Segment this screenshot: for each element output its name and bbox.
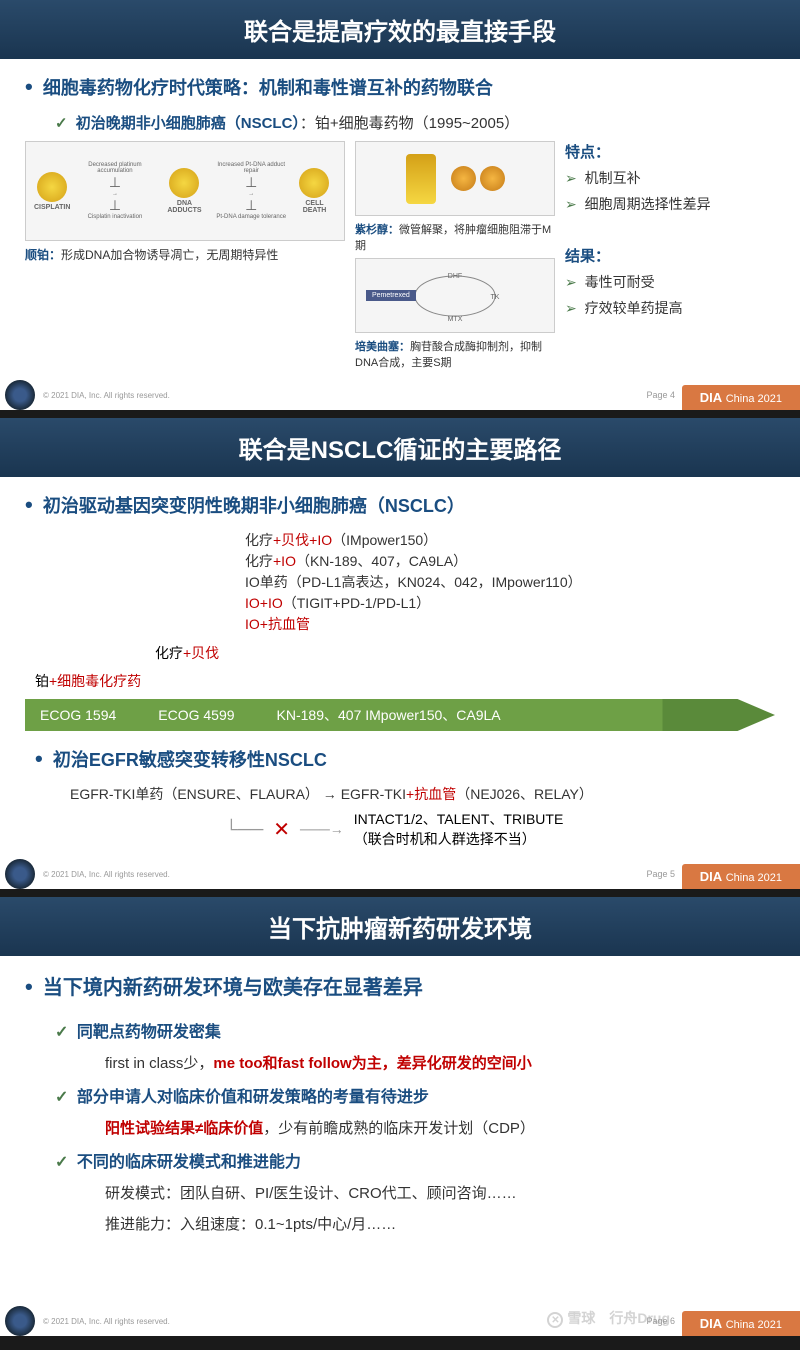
slide-1: 联合是提高疗效的最直接手段 细胞毒药物化疗时代策略：机制和毒性谱互补的药物联合 … [0, 0, 800, 410]
slide-1-content-row: CISPLATIN Decreased platinum accumulatio… [25, 141, 775, 370]
peimei-label: 培美曲塞： [355, 341, 410, 353]
slide-1-right-col: 特点： 机制互补 细胞周期选择性差异 结果： 毒性可耐受 疗效较单药提高 [565, 141, 745, 370]
peimei-line: 培美曲塞：胸苷酸合成酶抑制剂，抑制DNA合成，主要S期 [355, 338, 555, 370]
cross-row: └── ✕ ───→ INTACT1/2、TALENT、TRIBUTE （联合时… [225, 809, 775, 849]
sub-3a: 研发模式：团队自研、PI/医生设计、CRO代工、顾问咨询…… [105, 1182, 775, 1203]
slide-1-mid-col: 紫杉醇：微管解聚，将肿瘤细胞阻滞于M期 Pemetrexed DHF TK MT… [355, 141, 555, 370]
slide-2-lines: 化疗+贝伐+IO（IMpower150） 化疗+IO（KN-189、407，CA… [245, 530, 775, 635]
shunjin-text: 形成DNA加合物诱导凋亡，无周期特异性 [61, 248, 278, 262]
slide-2: 联合是NSCLC循证的主要路径 初治驱动基因突变阴性晚期非小细胞肺癌（NSCLC… [0, 418, 800, 889]
s2-line2: 化疗+IO（KN-189、407，CA9LA） [245, 551, 775, 572]
check-1: 同靶点药物研发密集 [55, 1018, 775, 1042]
pt-line: 铂+细胞毒化疗药 [35, 671, 775, 691]
result-2: 疗效较单药提高 [565, 298, 745, 318]
page-number: Page 6 [646, 1316, 675, 1326]
dia-year: China 2021 [726, 872, 782, 884]
page-number: Page 4 [646, 390, 675, 400]
cisplatin-pathway-diagram: CISPLATIN Decreased platinum accumulatio… [25, 141, 345, 241]
cisplatin-label: CISPLATIN [34, 204, 70, 211]
svg-text:MTX: MTX [448, 316, 463, 323]
sub-3b: 推进能力：入组速度：0.1~1pts/中心/月…… [105, 1213, 775, 1234]
slide-3: 当下抗肿瘤新药研发环境 当下境内新药研发环境与欧美存在显著差异 同靶点药物研发密… [0, 897, 800, 1336]
logo-icon [5, 380, 35, 410]
copyright-text: © 2021 DIA, Inc. All rights reserved. [43, 870, 170, 879]
slide-2-body: 初治驱动基因突变阴性晚期非小细胞肺癌（NSCLC） 化疗+贝伐+IO（IMpow… [0, 477, 800, 889]
slide-1-bullet: 细胞毒药物化疗时代策略：机制和毒性谱互补的药物联合 [25, 74, 775, 100]
s2-line1: 化疗+贝伐+IO（IMpower150） [245, 530, 775, 551]
logo-icon [5, 1306, 35, 1336]
slide-3-body: 当下境内新药研发环境与欧美存在显著差异 同靶点药物研发密集 first in c… [0, 956, 800, 1336]
slide-1-footer: © 2021 DIA, Inc. All rights reserved. Pa… [0, 380, 800, 410]
decreased-label: Decreased platinum accumulation [70, 162, 159, 174]
page-number: Page 5 [646, 869, 675, 879]
sub-2: 阳性试验结果≠临床价值，少有前瞻成熟的临床开发计划（CDP） [105, 1117, 775, 1138]
s2-line4: IO+IO（TIGIT+PD-1/PD-L1） [245, 593, 775, 614]
results-label: 结果： [565, 245, 745, 266]
sub1-prefix: 初治晚期非小细胞肺癌（NSCLC） [76, 115, 300, 132]
slide-1-left-col: CISPLATIN Decreased platinum accumulatio… [25, 141, 345, 370]
logo-icon [5, 859, 35, 889]
increased-label: Increased Pt-DNA adduct repair [210, 162, 293, 174]
dna-adducts-label: DNA ADDUCTS [159, 200, 209, 214]
cell-death-label: CELL DEATH [293, 200, 336, 214]
dia-text: DIA [700, 869, 722, 884]
sub1-suffix: ：铂+细胞毒药物（1995~2005） [300, 115, 519, 132]
result-1: 毒性可耐受 [565, 272, 745, 292]
slide-3-bullet: 当下境内新药研发环境与欧美存在显著差异 [25, 971, 775, 1000]
slide-3-title: 当下抗肿瘤新药研发环境 [0, 897, 800, 956]
microtubule-diagram [355, 141, 555, 216]
cross-note: （联合时机和人群选择不当） [354, 829, 564, 849]
chemo-line: 化疗+贝伐 [155, 643, 775, 663]
copyright-text: © 2021 DIA, Inc. All rights reserved. [43, 391, 170, 400]
dia-year: China 2021 [726, 393, 782, 405]
inactivation-label: Cisplatin inactivation [70, 214, 159, 220]
shunjin-line: 顺铂：形成DNA加合物诱导凋亡，无周期特异性 [25, 246, 345, 263]
slide-3-footer: © 2021 DIA, Inc. All rights reserved. Pa… [0, 1306, 800, 1336]
slide-2-bullet2: 初治EGFR敏感突变转移性NSCLC [35, 746, 775, 772]
feature-2: 细胞周期选择性差异 [565, 194, 745, 214]
features-label: 特点： [565, 141, 745, 162]
dia-badge: DIA China 2021 [682, 864, 800, 889]
folate-pathway-diagram: Pemetrexed DHF TK MTX [355, 258, 555, 333]
slide-1-title: 联合是提高疗效的最直接手段 [0, 0, 800, 59]
slide-1-sub1: 初治晚期非小细胞肺癌（NSCLC）：铂+细胞毒药物（1995~2005） [55, 112, 775, 133]
slide-2-title: 联合是NSCLC循证的主要路径 [0, 418, 800, 477]
check-3: 不同的临床研发模式和推进能力 [55, 1148, 775, 1172]
cross-icon: ✕ [273, 817, 290, 842]
dia-year: China 2021 [726, 1319, 782, 1331]
cross-line: INTACT1/2、TALENT、TRIBUTE [354, 809, 564, 829]
slide-1-body: 细胞毒药物化疗时代策略：机制和毒性谱互补的药物联合 初治晚期非小细胞肺癌（NSC… [0, 59, 800, 410]
feature-1: 机制互补 [565, 168, 745, 188]
zishan-line: 紫杉醇：微管解聚，将肿瘤细胞阻滞于M期 [355, 221, 555, 253]
s2-line3: IO单药（PD-L1高表达，KN024、042，IMpower110） [245, 572, 775, 593]
zishan-label: 紫杉醇： [355, 224, 399, 236]
shunjin-label: 顺铂： [25, 248, 61, 262]
slide-2-footer: © 2021 DIA, Inc. All rights reserved. Pa… [0, 859, 800, 889]
dia-text: DIA [700, 390, 722, 405]
s2-line5: IO+抗血管 [245, 614, 775, 635]
svg-text:TK: TK [491, 294, 500, 301]
svg-text:DHF: DHF [448, 273, 462, 280]
tolerance-label: Pt-DNA damage tolerance [210, 214, 293, 220]
timeline-arrow: ECOG 1594 ECOG 4599 KN-189、407 IMpower15… [25, 699, 775, 731]
slide-2-bullet1: 初治驱动基因突变阴性晚期非小细胞肺癌（NSCLC） [25, 492, 775, 518]
dia-text: DIA [700, 1316, 722, 1331]
egfr-line: EGFR-TKI单药（ENSURE、FLAURA） → EGFR-TKI+抗血管… [70, 784, 775, 804]
sub-1: first in class少，me too和fast follow为主，差异化… [105, 1052, 775, 1073]
dia-badge: DIA China 2021 [682, 1311, 800, 1336]
check-2: 部分申请人对临床价值和研发策略的考量有待进步 [55, 1083, 775, 1107]
copyright-text: © 2021 DIA, Inc. All rights reserved. [43, 1317, 170, 1326]
dia-badge: DIA China 2021 [682, 385, 800, 410]
